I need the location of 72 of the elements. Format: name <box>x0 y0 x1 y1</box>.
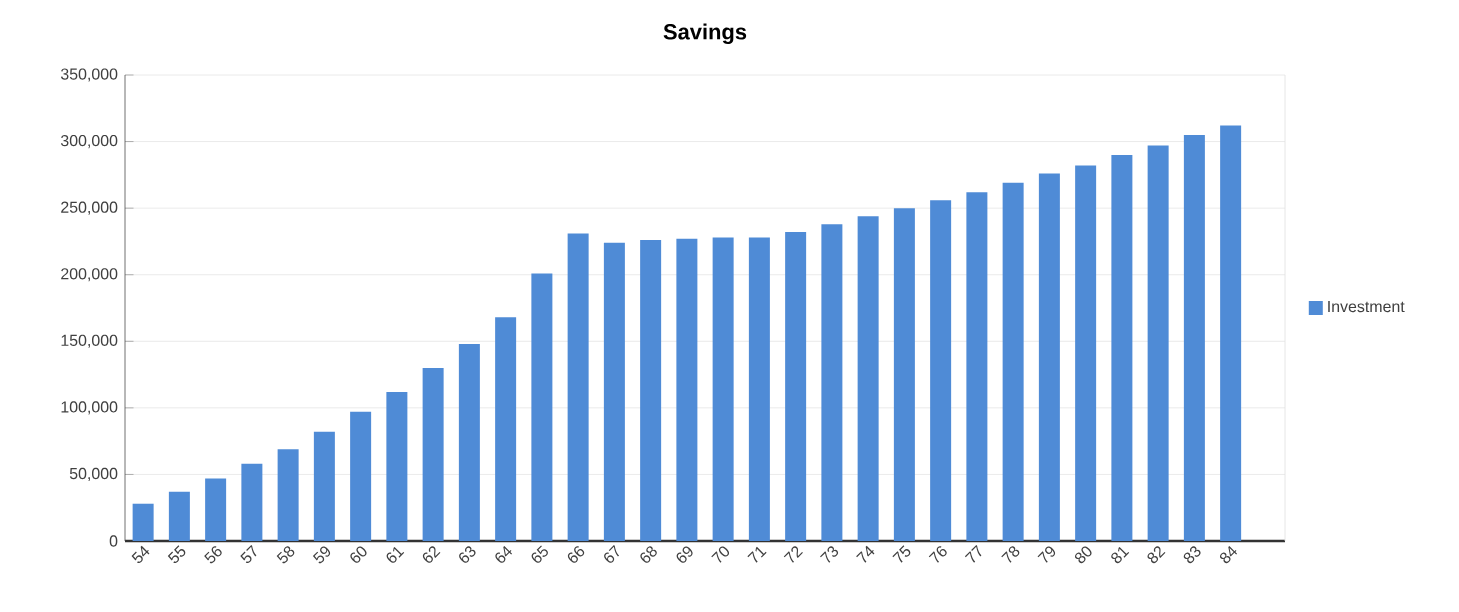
y-tick-label: 200,000 <box>61 268 118 282</box>
x-tick-label: 77 <box>964 544 982 563</box>
bar <box>1147 145 1169 541</box>
bar <box>205 478 227 541</box>
bar <box>1038 173 1060 541</box>
x-tick-label: 76 <box>928 546 947 563</box>
bar <box>241 463 263 541</box>
bar <box>821 224 843 541</box>
x-tick-label: 57 <box>240 544 257 564</box>
x-tick-label: 71 <box>747 546 767 563</box>
x-tick-label: 61 <box>386 546 405 563</box>
bar <box>712 237 734 541</box>
y-tick-label: 350,000 <box>60 68 118 82</box>
x-tick-label: 70 <box>711 546 730 563</box>
bar <box>350 411 372 541</box>
bar <box>168 491 190 541</box>
bar <box>930 200 952 541</box>
x-tick-label: 79 <box>1037 546 1056 563</box>
bar <box>1002 182 1024 541</box>
bar <box>1111 154 1133 541</box>
x-tick-label: 66 <box>567 546 585 563</box>
bar <box>966 192 988 541</box>
x-tick-label: 80 <box>1074 546 1092 564</box>
bar <box>277 449 299 541</box>
bar <box>567 233 589 541</box>
x-tick-label: 68 <box>640 546 657 563</box>
legend-label: Investment <box>1328 301 1405 313</box>
x-tick-label: 55 <box>167 545 186 564</box>
x-tick-label: 82 <box>1147 546 1166 564</box>
bar <box>785 232 807 541</box>
bar <box>422 367 444 541</box>
x-tick-label: 74 <box>856 545 875 563</box>
y-tick-label: 250,000 <box>61 201 118 215</box>
bar <box>603 242 625 541</box>
x-tick-label: 81 <box>1111 546 1130 564</box>
bar <box>1220 125 1242 541</box>
y-tick-label: 150,000 <box>61 334 118 348</box>
bar <box>531 273 553 541</box>
bar <box>893 208 915 541</box>
y-tick-label: 0 <box>109 535 118 547</box>
x-tick-label: 54 <box>131 545 150 564</box>
x-tick-label: 75 <box>892 545 911 563</box>
bar <box>132 503 154 541</box>
x-tick-label: 60 <box>350 546 367 563</box>
bar <box>1075 165 1097 541</box>
y-tick-label: 300,000 <box>60 134 118 149</box>
x-tick-label: 72 <box>783 546 803 563</box>
bar <box>495 317 517 541</box>
x-tick-label: 63 <box>459 546 476 563</box>
y-tick-label: 100,000 <box>61 401 118 415</box>
bar <box>676 238 698 541</box>
x-tick-label: 65 <box>531 545 548 563</box>
bar <box>640 240 662 541</box>
bar <box>748 237 770 541</box>
x-tick-label: 62 <box>422 546 441 563</box>
bar <box>1183 134 1205 541</box>
bar <box>458 343 480 541</box>
x-tick-label: 64 <box>495 545 513 563</box>
x-tick-label: 73 <box>820 546 839 563</box>
x-tick-label: 67 <box>604 545 620 563</box>
x-tick-label: 83 <box>1183 546 1201 564</box>
x-tick-label: 69 <box>676 546 693 563</box>
bar <box>857 216 879 541</box>
x-tick-label: 59 <box>312 546 331 564</box>
chart-title: Savings <box>663 23 747 45</box>
x-tick-label: 78 <box>1001 546 1020 563</box>
x-tick-label: 84 <box>1219 545 1238 564</box>
x-tick-label: 58 <box>276 546 295 564</box>
bar <box>386 391 408 541</box>
bar <box>313 431 335 541</box>
x-tick-label: 56 <box>204 546 222 564</box>
y-tick-label: 50,000 <box>69 467 118 482</box>
